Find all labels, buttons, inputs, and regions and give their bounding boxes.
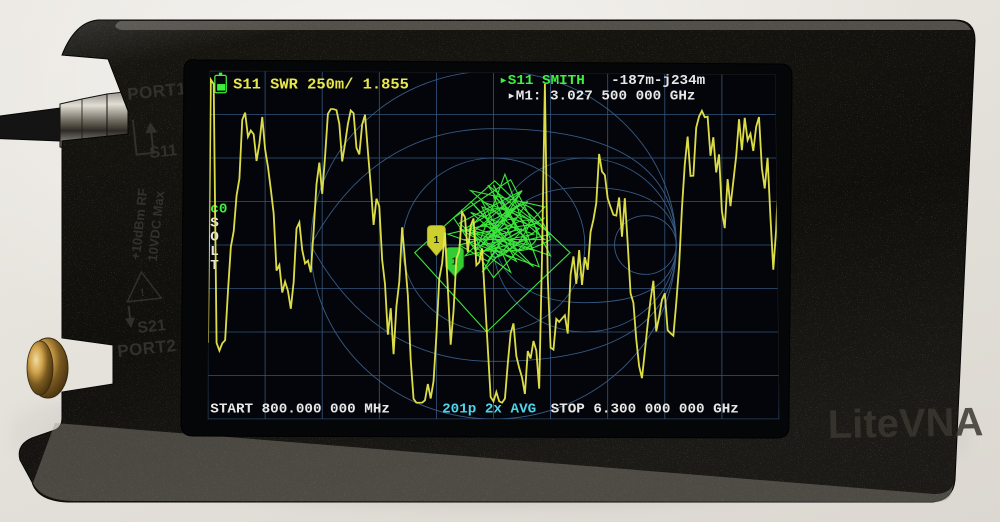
svg-text:S11 SWR 250m/ 1.855: S11 SWR 250m/ 1.855 — [233, 76, 409, 94]
svg-text:▸S11 SMITH: ▸S11 SMITH — [499, 73, 585, 89]
svg-text:STOP 6.300 000 000 GHz: STOP 6.300 000 000 GHz — [551, 402, 739, 418]
svg-text:S11: S11 — [149, 142, 178, 162]
svg-text:S21: S21 — [137, 317, 167, 337]
svg-text:201p 2x AVG: 201p 2x AVG — [442, 402, 536, 418]
svg-text:-187m-j234m: -187m-j234m — [611, 73, 705, 89]
svg-text:T: T — [210, 258, 218, 274]
svg-text:1: 1 — [434, 235, 440, 246]
svg-text:START 800.000 000 MHz: START 800.000 000 MHz — [210, 402, 390, 418]
svg-text:LiteVNA: LiteVNA — [827, 400, 983, 447]
svg-text:▸M1: 3.027 500 000 GHz: ▸M1: 3.027 500 000 GHz — [507, 89, 695, 105]
